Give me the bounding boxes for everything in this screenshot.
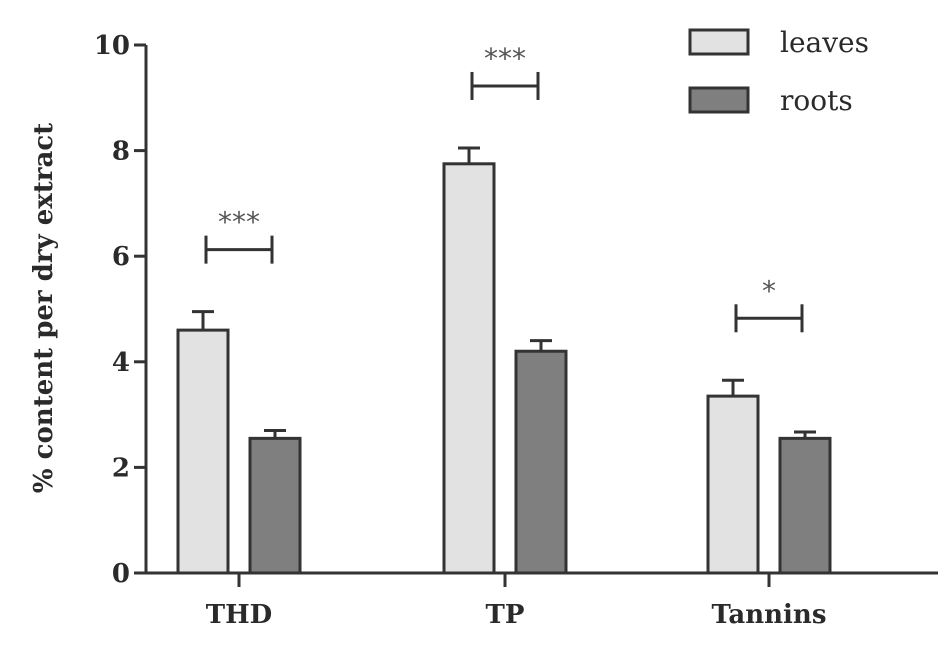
y-tick-label: 2 <box>112 453 130 483</box>
legend: leaves roots <box>688 26 869 117</box>
significance-label: * <box>762 274 776 307</box>
bar-leaves-tannins <box>706 394 760 575</box>
y-tick-label: 4 <box>112 348 130 378</box>
x-tick-label: TP <box>486 600 525 630</box>
y-axis-title: % content per dry extract <box>29 123 59 493</box>
legend-label-roots: roots <box>780 84 853 117</box>
y-axis-title-group: % content per dry extract <box>29 123 59 493</box>
x-tick-label: THD <box>206 600 272 630</box>
significance-label: *** <box>218 206 260 239</box>
plot-area: 0 2 4 6 8 10 THD *** TP *** Tannins * <box>94 31 938 630</box>
y-tick-label: 8 <box>112 137 130 167</box>
bar-roots-thd <box>248 436 302 575</box>
legend-swatch-leaves <box>688 28 750 56</box>
y-tick-label: 6 <box>112 242 130 272</box>
x-tick-label: Tannins <box>712 600 827 630</box>
bar-roots-tannins <box>778 436 832 575</box>
y-tick-label: 10 <box>94 31 130 61</box>
bar-leaves-tp <box>442 162 496 575</box>
bar-leaves-thd <box>176 328 230 575</box>
y-tick-label: 0 <box>112 559 130 589</box>
bar-roots-tp <box>514 349 568 575</box>
significance-label: *** <box>484 42 526 75</box>
legend-label-leaves: leaves <box>780 26 869 59</box>
legend-swatch-roots <box>688 86 750 114</box>
